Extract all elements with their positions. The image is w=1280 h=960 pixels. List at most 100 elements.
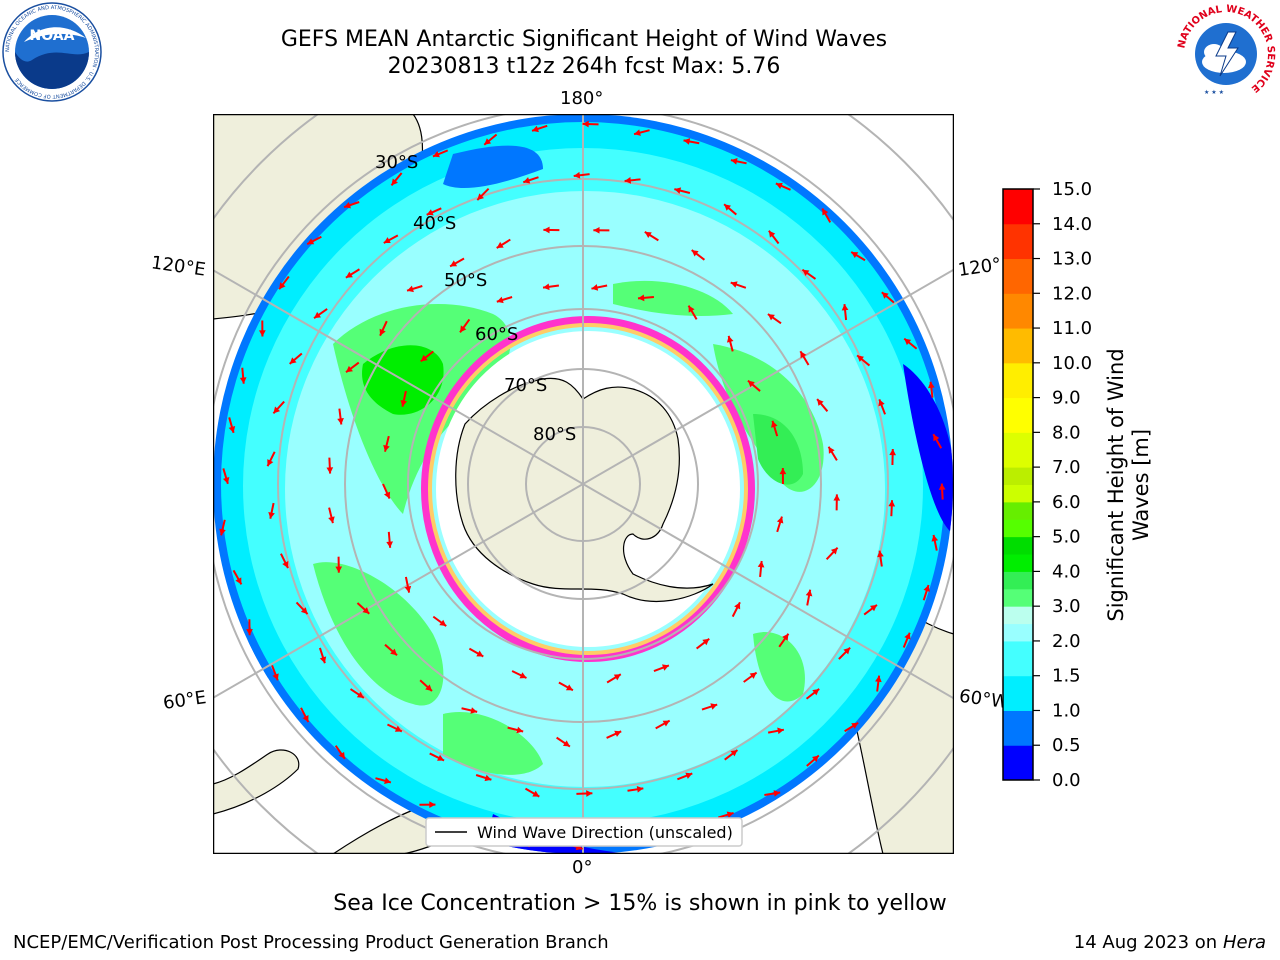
colorbar-segment: [1003, 710, 1033, 746]
wind-wave-arrowhead: [777, 727, 784, 735]
wind-wave-arrowhead: [543, 283, 550, 291]
lat-label-60s: 60°S: [475, 324, 518, 345]
colorbar-tick-label: 12.0: [1052, 283, 1092, 304]
colorbar-title-line2: Waves [m]: [1129, 429, 1153, 541]
wind-wave-arrowhead: [496, 296, 504, 304]
wind-wave-arrowhead: [390, 648, 398, 656]
wind-wave-arrowhead: [523, 177, 531, 184]
wind-wave-arrowhead: [437, 754, 445, 761]
lat-label-40s: 40°S: [413, 213, 456, 234]
wind-wave-arrowhead: [747, 380, 755, 388]
wind-wave-arrowhead: [239, 377, 247, 384]
colorbar-segment: [1003, 519, 1033, 538]
wind-wave-arrowhead: [222, 476, 230, 484]
colorbar-tick-label: 0.0: [1052, 770, 1081, 791]
colorbar-segment: [1003, 536, 1033, 555]
wind-wave-arrowhead: [878, 399, 885, 407]
wind-wave-arrowhead: [636, 786, 644, 793]
wind-wave-arrowhead: [383, 237, 391, 244]
wind-wave-arrowhead: [383, 444, 390, 452]
polar-map: 30°S 40°S 50°S 60°S 70°S 80°S Wind Wave …: [213, 114, 954, 854]
wind-wave-arrowhead: [439, 619, 447, 627]
wind-wave-arrowhead: [889, 448, 897, 456]
colorbar-tick-label: 0.5: [1052, 735, 1081, 756]
wind-wave-arrowhead: [328, 516, 335, 524]
wind-wave-arrowhead: [843, 647, 851, 655]
wind-wave-arrowhead: [404, 585, 412, 593]
colorbar-segment: [1003, 588, 1033, 607]
wind-wave-arrowhead: [904, 338, 912, 346]
wind-wave-arrowhead: [634, 129, 641, 136]
wind-wave-arrowhead: [776, 516, 784, 524]
noaa-logo-text: NOAA: [30, 28, 75, 44]
wind-wave-arrowhead: [268, 511, 275, 519]
wind-wave-arrowhead: [730, 158, 738, 165]
wind-wave-arrowhead: [768, 230, 776, 238]
wind-wave-arrowhead: [470, 707, 478, 714]
colorbar-tick-label: 10.0: [1052, 353, 1092, 374]
wind-wave-arrowhead: [425, 684, 432, 692]
wind-wave-arrowhead: [562, 740, 570, 747]
wind-wave-arrowhead: [734, 602, 741, 610]
lon-label-180: 180°: [560, 88, 604, 109]
wind-wave-arrowhead: [338, 751, 345, 759]
colorbar-segment: [1003, 675, 1033, 711]
wind-wave-arrowhead: [593, 226, 600, 234]
colorbar-segment: [1003, 623, 1033, 642]
wind-wave-arrowhead: [726, 335, 734, 343]
wind-wave-arrowhead: [429, 801, 436, 809]
wind-wave-arrowhead: [726, 811, 734, 818]
wind-wave-arrowhead: [246, 629, 253, 636]
colorbar-segment: [1003, 397, 1033, 433]
wind-wave-arrowhead: [259, 330, 266, 337]
wind-wave-arrowhead: [833, 494, 841, 501]
wind-wave-arrowhead: [830, 547, 838, 555]
wind-wave-arrowhead: [904, 632, 911, 640]
lat-label-30s: 30°S: [375, 152, 418, 173]
wind-wave-arrowhead: [345, 271, 353, 278]
wind-wave-arrowhead: [394, 725, 402, 732]
wind-wave-arrowhead: [432, 151, 440, 158]
wind-wave-arrowhead: [565, 684, 573, 691]
legend-label: Wind Wave Direction (unscaled): [477, 823, 733, 842]
wind-wave-arrowhead: [875, 675, 882, 683]
wind-wave-arrowhead: [644, 231, 652, 239]
wind-wave-arrowhead: [267, 459, 274, 467]
colorbar-segment: [1003, 745, 1033, 781]
wind-wave-arrowhead: [724, 204, 731, 211]
colorbar-segment: [1003, 606, 1033, 625]
wind-wave-arrowhead: [805, 589, 813, 597]
wind-wave-arrowhead: [802, 269, 810, 277]
wind-wave-arrowhead: [938, 483, 946, 490]
wind-wave-arrowhead: [532, 790, 540, 797]
wind-wave-arrowhead: [289, 357, 297, 364]
wind-wave-arrowhead: [314, 311, 321, 319]
wind-wave-arrowhead: [319, 656, 327, 664]
wind-wave-arrowhead: [476, 650, 484, 657]
lat-label-70s: 70°S: [504, 375, 547, 396]
wind-wave-arrowhead: [219, 528, 226, 536]
wind-wave-arrowhead: [591, 284, 599, 291]
wind-wave-arrowhead: [637, 294, 645, 302]
wind-wave-arrowhead: [420, 354, 428, 362]
colorbar-segment: [1003, 432, 1033, 468]
wind-wave-arrowhead: [613, 674, 621, 681]
wind-wave-arrowhead: [386, 541, 393, 548]
wind-wave-arrowhead: [624, 177, 632, 184]
colorbar-tick-label: 4.0: [1052, 561, 1081, 582]
nws-logo: NATIONAL WEATHER SERVICE ★ ★ ★: [1176, 4, 1276, 102]
colorbar-tick-label: 14.0: [1052, 214, 1092, 235]
star-icon: ★ ★ ★: [1204, 89, 1224, 96]
wind-wave-arrowhead: [812, 688, 820, 696]
wind-wave-arrowhead: [828, 446, 835, 454]
colorbar-segment: [1003, 258, 1033, 294]
wind-wave-arrowhead: [683, 138, 691, 145]
footer-date: 14 Aug 2023 on Hera: [1073, 932, 1266, 953]
colorbar-segment: [1003, 223, 1033, 260]
wind-wave-arrowhead: [881, 292, 889, 299]
wind-wave-arrowhead: [775, 182, 783, 189]
wind-wave-arrowhead: [379, 328, 386, 336]
wind-wave-arrowhead: [460, 325, 467, 333]
wind-wave-arrowhead: [326, 467, 334, 474]
footer-branch: NCEP/EMC/Verification Post Processing Pr…: [13, 932, 609, 953]
